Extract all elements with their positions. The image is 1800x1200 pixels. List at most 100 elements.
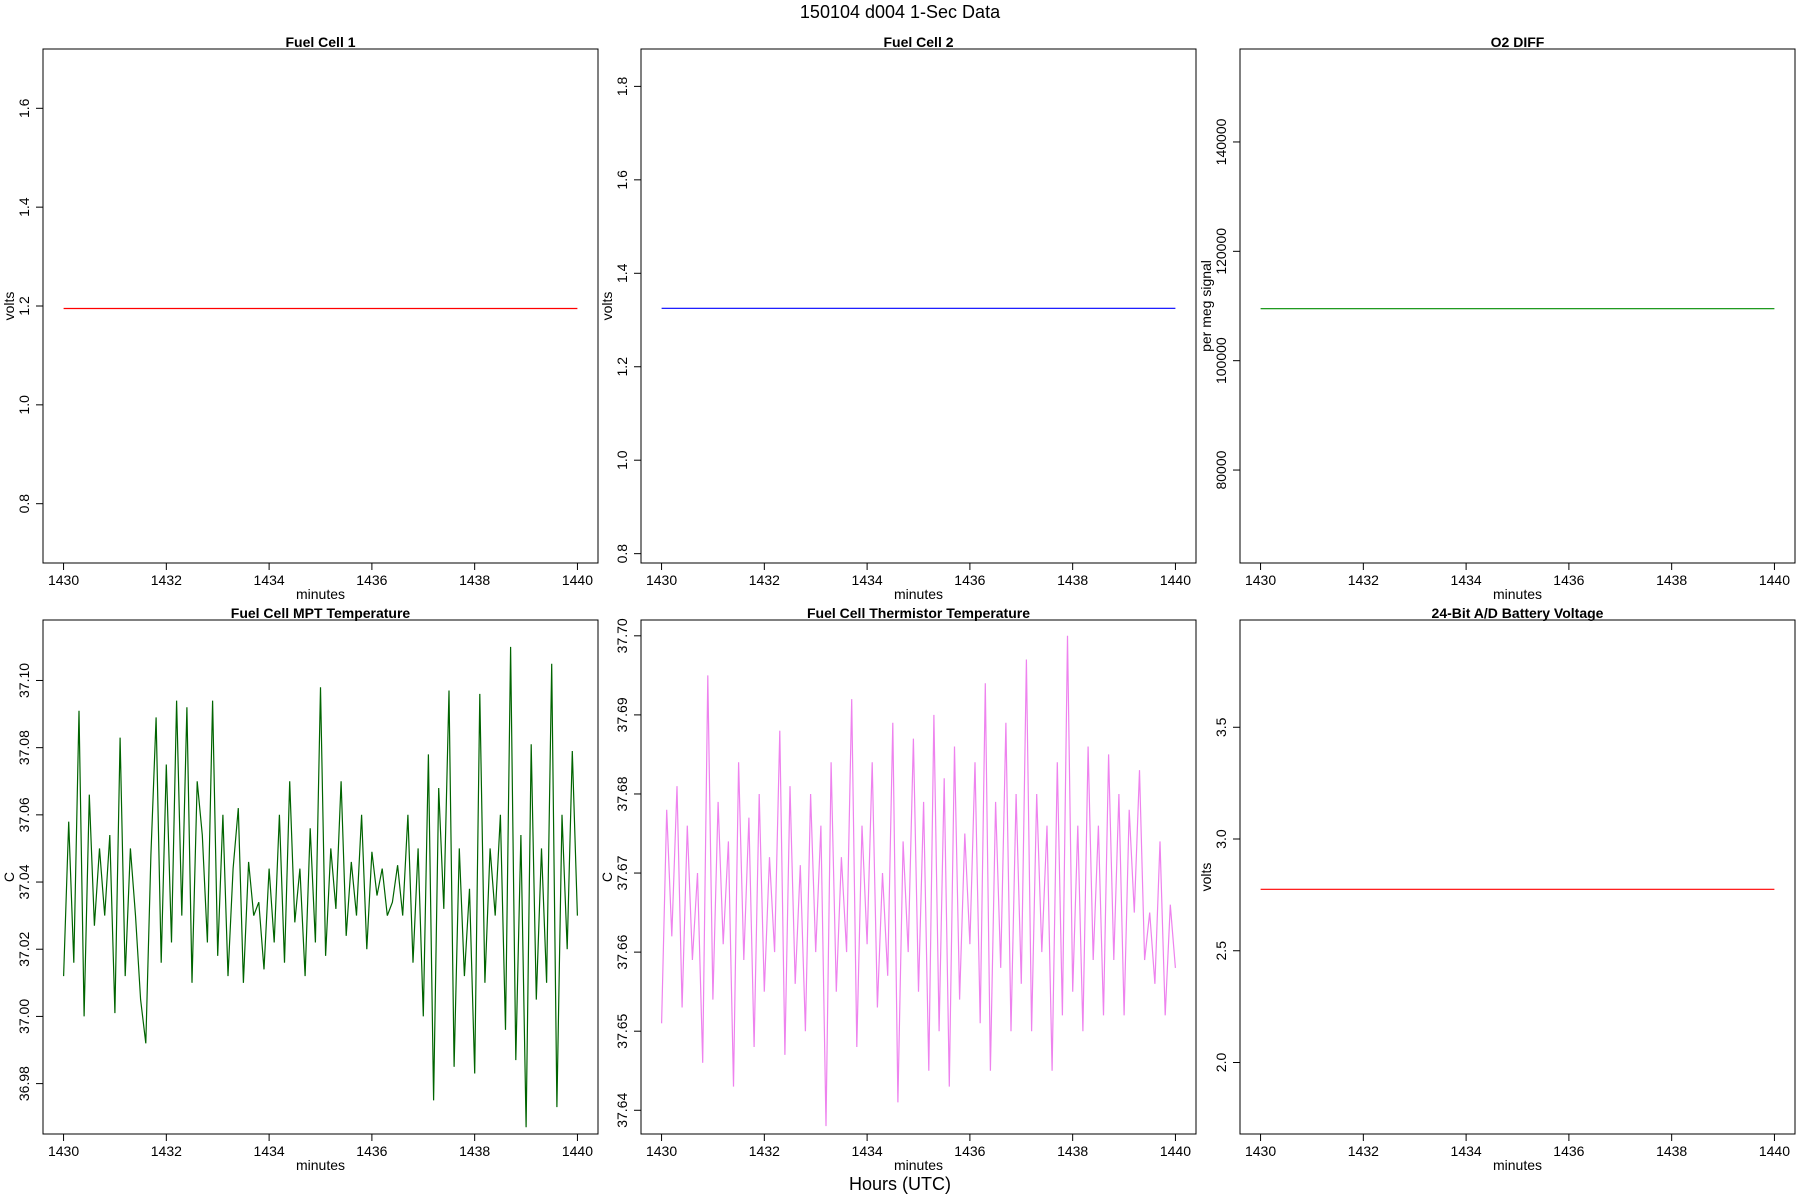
- x-tick-label: 1434: [852, 572, 883, 588]
- x-axis-label: minutes: [894, 586, 943, 602]
- panel-title: Fuel Cell MPT Temperature: [231, 605, 411, 621]
- y-tick-label: 37.67: [614, 855, 630, 890]
- x-axis-label: minutes: [296, 1157, 345, 1173]
- y-tick-label: 37.00: [16, 999, 32, 1034]
- y-tick-label: 37.64: [614, 1093, 630, 1128]
- series-line: [63, 646, 578, 1128]
- x-tick-label: 1438: [1656, 1143, 1687, 1159]
- x-tick-label: 1440: [1759, 572, 1790, 588]
- chart-panel-2: Fuel Cell 2 1430 1432 1434 1436 1438 1440 minut…: [599, 34, 1197, 602]
- panel-title: Fuel Cell 2: [883, 34, 953, 50]
- x-tick-label: 1440: [1759, 1143, 1790, 1159]
- x-tick-label: 1438: [459, 1143, 490, 1159]
- series-line: [661, 635, 1176, 1127]
- x-tick-label: 1432: [749, 1143, 780, 1159]
- x-tick-label: 1430: [646, 572, 677, 588]
- y-axis-label: volts: [1198, 863, 1214, 892]
- y-tick-label: 1.2: [614, 357, 630, 377]
- y-tick-label: 1.6: [614, 170, 630, 190]
- panel-title: 24-Bit A/D Battery Voltage: [1432, 605, 1604, 621]
- y-tick-label: 37.06: [16, 797, 32, 832]
- x-tick-label: 1430: [48, 1143, 79, 1159]
- y-tick-label: 2.5: [1213, 941, 1229, 961]
- x-tick-label: 1432: [151, 1143, 182, 1159]
- y-axis-label: per meg signal: [1198, 260, 1214, 352]
- y-axis-label: volts: [1, 292, 17, 321]
- x-axis-label: minutes: [1493, 1157, 1542, 1173]
- x-tick-label: 1438: [1057, 1143, 1088, 1159]
- chart-panel-6: 24-Bit A/D Battery Voltage 1430 1432 1434 14…: [1198, 605, 1796, 1173]
- panel-title: Fuel Cell 1: [285, 34, 355, 50]
- x-tick-label: 1440: [562, 1143, 593, 1159]
- panels: Fuel Cell 1 1430 1432 1434 1436 1438 1440 minut…: [1, 34, 1796, 1173]
- x-axis-label: minutes: [296, 586, 345, 602]
- x-tick-label: 1436: [356, 1143, 387, 1159]
- x-tick-label: 1430: [646, 1143, 677, 1159]
- x-tick-label: 1432: [749, 572, 780, 588]
- chart-panel-4: Fuel Cell MPT Temperature 1430 1432 1434 143…: [1, 605, 599, 1173]
- x-tick-label: 1430: [1245, 572, 1276, 588]
- y-tick-label: 37.69: [614, 697, 630, 732]
- x-tick-label: 1436: [1553, 572, 1584, 588]
- chart-panel-1: Fuel Cell 1 1430 1432 1434 1436 1438 1440 minut…: [1, 34, 599, 602]
- y-tick-label: 37.66: [614, 934, 630, 969]
- x-tick-label: 1436: [1553, 1143, 1584, 1159]
- x-tick-label: 1434: [254, 572, 285, 588]
- x-tick-label: 1438: [459, 572, 490, 588]
- y-tick-label: 37.02: [16, 932, 32, 967]
- y-tick-label: 3.5: [1213, 717, 1229, 737]
- x-tick-label: 1430: [48, 572, 79, 588]
- y-tick-label: 37.08: [16, 730, 32, 765]
- x-tick-label: 1438: [1656, 572, 1687, 588]
- chart-panel-5: Fuel Cell Thermistor Temperature 1430 1432…: [599, 605, 1197, 1173]
- y-tick-label: 36.98: [16, 1066, 32, 1101]
- y-tick-label: 1.6: [16, 98, 32, 118]
- y-tick-label: 37.10: [16, 663, 32, 698]
- y-tick-label: 100000: [1213, 337, 1229, 384]
- x-tick-label: 1434: [1451, 572, 1482, 588]
- x-tick-label: 1438: [1057, 572, 1088, 588]
- x-tick-label: 1432: [1348, 1143, 1379, 1159]
- y-tick-label: 120000: [1213, 228, 1229, 275]
- plot-frame: [1239, 48, 1796, 564]
- x-axis-label: minutes: [1493, 586, 1542, 602]
- y-tick-label: 0.8: [16, 494, 32, 514]
- panel-title: O2 DIFF: [1491, 34, 1545, 50]
- plot-frame: [42, 48, 599, 564]
- y-axis-label: C: [599, 872, 615, 882]
- y-tick-label: 0.8: [614, 544, 630, 564]
- plot-frame: [640, 619, 1197, 1135]
- y-tick-label: 1.8: [614, 76, 630, 96]
- x-tick-label: 1434: [852, 1143, 883, 1159]
- y-tick-label: 2.0: [1213, 1053, 1229, 1073]
- figure-x-label: Hours (UTC): [849, 1174, 951, 1194]
- plot-frame: [1239, 619, 1796, 1135]
- x-tick-label: 1434: [1451, 1143, 1482, 1159]
- y-tick-label: 37.04: [16, 864, 32, 899]
- x-tick-label: 1432: [151, 572, 182, 588]
- x-tick-label: 1432: [1348, 572, 1379, 588]
- plot-frame: [640, 48, 1197, 564]
- y-axis-label: C: [1, 872, 17, 882]
- y-tick-label: 80000: [1213, 450, 1229, 489]
- y-tick-label: 1.0: [16, 395, 32, 415]
- y-tick-label: 3.0: [1213, 829, 1229, 849]
- y-tick-label: 1.4: [16, 197, 32, 217]
- y-tick-label: 37.70: [614, 618, 630, 653]
- y-axis-label: volts: [599, 292, 615, 321]
- x-tick-label: 1440: [562, 572, 593, 588]
- x-tick-label: 1440: [1160, 572, 1191, 588]
- x-tick-label: 1434: [254, 1143, 285, 1159]
- y-tick-label: 1.2: [16, 296, 32, 316]
- x-axis-label: minutes: [894, 1157, 943, 1173]
- y-tick-label: 37.65: [614, 1013, 630, 1048]
- x-tick-label: 1436: [954, 1143, 985, 1159]
- y-tick-label: 140000: [1213, 118, 1229, 165]
- panel-title: Fuel Cell Thermistor Temperature: [807, 605, 1030, 621]
- x-tick-label: 1430: [1245, 1143, 1276, 1159]
- figure-title: 150104 d004 1-Sec Data: [800, 2, 1001, 22]
- chart-panel-3: O2 DIFF 1430 1432 1434 1436 1438 1440 minutes 80…: [1198, 34, 1796, 602]
- y-tick-label: 37.68: [614, 776, 630, 811]
- y-tick-label: 1.0: [614, 450, 630, 470]
